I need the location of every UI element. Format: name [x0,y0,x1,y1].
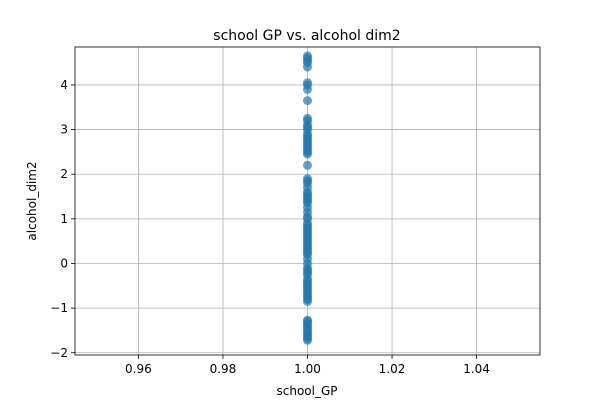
y-tick-label: 2 [60,167,68,181]
y-tick-label: 3 [60,123,68,137]
y-axis-label: alcohol_dim2 [25,161,39,240]
y-tick-label: −1 [50,301,68,315]
scatter-point [303,78,312,88]
y-tick-label: 4 [60,78,68,92]
x-axis-label: school_GP [276,384,337,398]
scatter-point [303,160,312,170]
y-tick-label: 0 [60,256,68,270]
scatter-point [303,265,312,275]
points-layer [303,51,312,345]
x-tick-label: 0.98 [210,362,237,376]
scatter-point [303,221,312,231]
scatter-point [303,96,312,106]
chart-title: school GP vs. alcohol dim2 [213,28,400,44]
scatter-point [303,196,312,206]
y-tick-label: −2 [50,346,68,360]
scatter-point [303,247,312,257]
x-tick-label: 1.04 [463,362,490,376]
x-tick-label: 1.02 [379,362,406,376]
x-tick-label: 0.96 [125,362,152,376]
ticks-layer: 0.96 0.98 1.00 1.02 1.04 −2 −1 0 1 2 3 4 [50,78,490,376]
y-tick-label: 1 [60,212,68,226]
x-tick-label: 1.00 [294,362,321,376]
scatter-point [303,174,312,184]
scatter-point [303,315,312,325]
scatter-point [303,113,312,123]
scatter-point [303,51,312,61]
